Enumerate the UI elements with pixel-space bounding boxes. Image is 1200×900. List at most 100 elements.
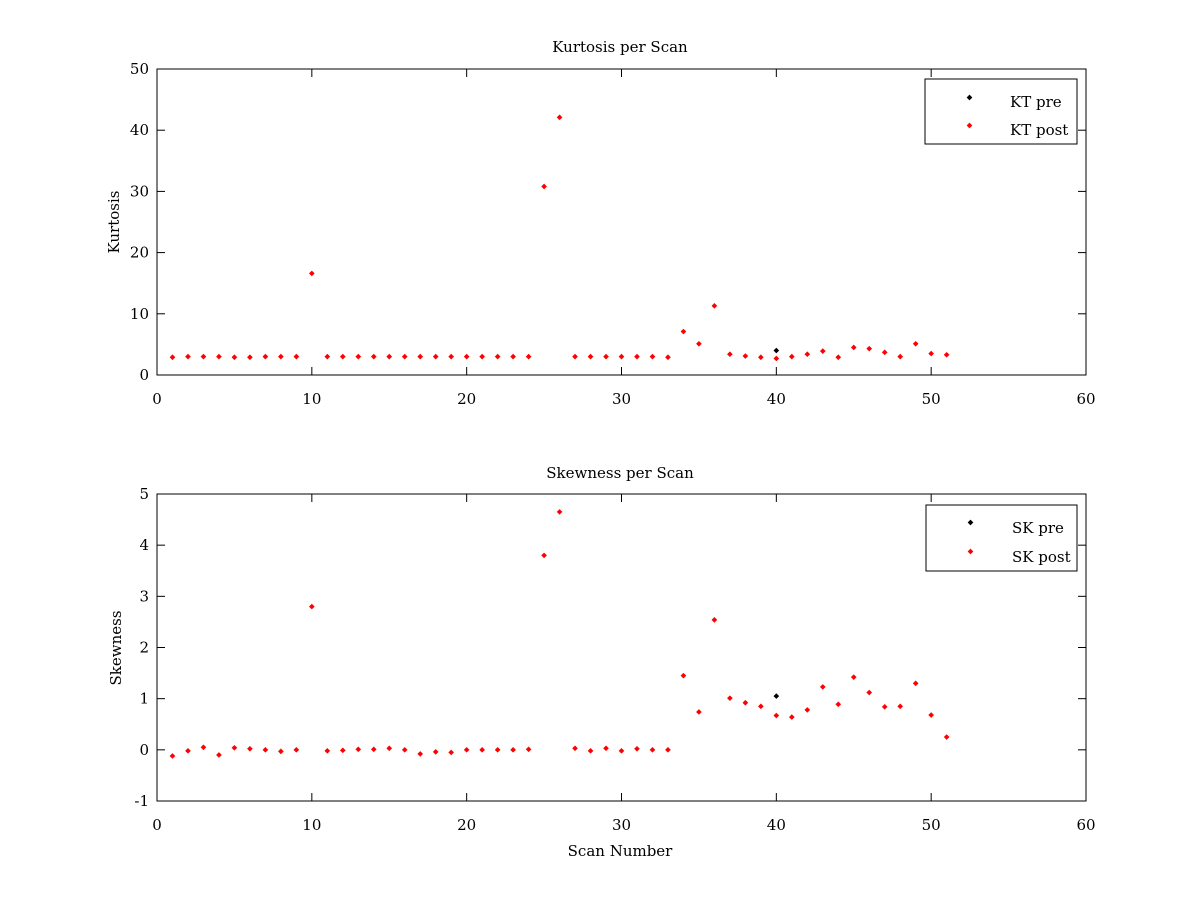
kurtosis-x-tick-label: 30 [612,390,631,408]
kurtosis-post-point [618,353,625,360]
skewness-post-point [510,747,516,753]
kurtosis-post-point [479,353,485,360]
skewness-post-point [479,747,485,753]
skewness-post-point [355,746,362,753]
kurtosis-post-point [463,353,470,360]
skewness-y-tick-label: 1 [139,690,149,708]
kurtosis-post-point [525,353,532,360]
kurtosis-post-point [216,353,222,360]
skewness-post-point [758,703,764,710]
skewness-post-point [262,747,269,753]
skewness-post-point [835,701,842,708]
kurtosis-post-point [634,353,640,360]
skewness-post-point [727,695,733,701]
skewness-y-axis-label: Skewness [107,610,125,685]
skewness-y-ticks: -1 0 1 2 3 4 5 [134,485,1086,810]
skewness-post-point [293,747,300,753]
kurtosis-post-point [587,353,594,360]
skewness-post-point [185,748,191,754]
kurtosis-post-point [293,353,300,360]
skewness-post-point [432,749,439,755]
kurtosis-post-point [339,353,346,360]
kurtosis-post-point [448,353,455,360]
kurtosis-post-point [572,353,578,360]
kurtosis-pre-point [773,347,780,354]
skewness-post-point [572,745,578,752]
kurtosis-post-point [247,354,253,361]
skewness-post-point [200,744,207,751]
kurtosis-plot-title: Kurtosis per Scan [552,38,688,56]
kurtosis-x-tick-label: 20 [457,390,476,408]
kurtosis-post-point [401,353,408,360]
skewness-x-tick-label: 10 [302,816,321,834]
skewness-plot: Skewness per Scan 0 10 20 30 40 50 60 -1012345… [107,464,1096,860]
skewness-post-point [401,747,408,753]
kurtosis-post-point [355,353,362,360]
skewness-y-tick-label: 2 [139,639,149,657]
kurtosis-y-ticks: 0 10 20 30 40 50 [130,60,1086,384]
kurtosis-post-point [309,270,315,277]
skewness-post-point [339,747,346,754]
skewness-post-point [680,672,687,679]
skewness-x-tick-label: 20 [457,816,476,834]
skewness-post-point [525,746,532,753]
skewness-post-point [773,712,780,719]
kurtosis-post-point [231,354,238,361]
skewness-post-point [665,747,671,753]
kurtosis-post-point [262,353,269,360]
skewness-x-tick-label: 40 [767,816,786,834]
skewness-post-point [634,745,640,752]
skewness-post-point [742,699,749,706]
skewness-post-point [788,714,795,720]
skewness-y-tick-label: 3 [139,587,149,605]
kurtosis-post-point [850,344,857,351]
kurtosis-y-tick-label: 40 [130,121,149,139]
kurtosis-post-point [773,355,780,362]
kurtosis-post-point [711,303,718,309]
skewness-post-point [603,745,609,752]
skewness-post-point [309,603,315,610]
kurtosis-post-point [417,353,424,360]
kurtosis-post-point [603,353,609,360]
kurtosis-x-tick-label: 50 [922,390,941,408]
skewness-post-point [278,748,284,755]
kurtosis-post-point [897,353,904,360]
kurtosis-legend-marker-post [966,122,973,129]
kurtosis-post-point [185,353,191,360]
kurtosis-post-point [835,354,842,361]
kurtosis-post-point [494,353,501,360]
skewness-legend-box [925,504,1078,572]
skewness-post-point [711,617,718,623]
skewness-points [169,509,950,759]
skewness-post-point [541,552,547,559]
skewness-post-point [463,747,470,753]
skewness-legend-marker-post [967,548,974,555]
skewness-x-tick-label: 30 [612,816,631,834]
skewness-y-tick-label: 4 [139,536,149,554]
kurtosis-post-point [727,351,733,358]
kurtosis-post-point [169,354,176,361]
skewness-post-point [928,712,934,718]
kurtosis-legend: KT pre KT post [924,78,1078,145]
skewness-post-point [386,745,393,752]
kurtosis-x-tick-label: 10 [302,390,321,408]
skewness-y-tick-label: 0 [139,741,149,759]
kurtosis-y-tick-label: 30 [130,182,149,200]
kurtosis-y-tick-label: 0 [139,366,149,384]
skewness-legend-marker-pre [967,519,974,526]
kurtosis-y-tick-label: 20 [130,244,149,262]
skewness-post-point [417,751,424,757]
kurtosis-post-point [510,353,516,360]
skewness-post-point [881,704,888,710]
skewness-legend-label-pre: SK pre [1012,519,1064,537]
kurtosis-post-point [912,340,919,347]
kurtosis-post-point [665,354,671,361]
skewness-post-point [618,748,625,754]
skewness-post-point [912,680,919,687]
kurtosis-y-axis-label: Kurtosis [105,191,123,254]
kurtosis-post-point [278,353,284,360]
skewness-post-point [804,707,811,713]
kurtosis-points [169,114,950,362]
skewness-post-point [324,748,331,754]
